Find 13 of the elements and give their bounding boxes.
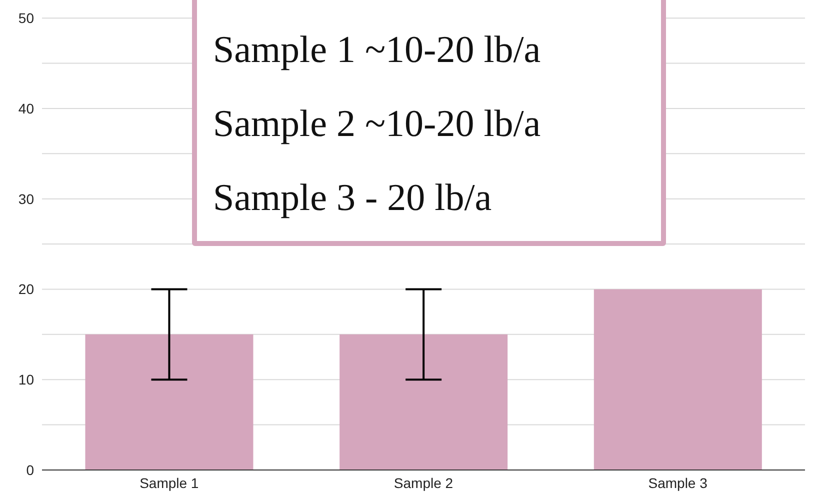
y-tick-label: 30 xyxy=(18,190,34,207)
y-tick-label: 10 xyxy=(18,372,34,388)
y-tick-label: 20 xyxy=(18,281,34,298)
x-tick-label: Sample 1 xyxy=(140,474,199,491)
text-box: Sample 1 ~10-20 lb/a Sample 2 ~10-20 lb/a Sample 3 - 20 lb/a xyxy=(192,0,666,246)
y-tick-label: 40 xyxy=(18,100,34,116)
annotation: Sample 3 - 20 lb/a xyxy=(213,176,493,221)
x-tick-label: Sample 2 xyxy=(394,474,454,491)
x-tick-label: Sample 3 xyxy=(648,474,708,491)
y-tick-label: 50 xyxy=(18,10,34,26)
annotation: Sample 1 ~10-20 lb/a xyxy=(213,28,542,73)
y-tick-label: 0 xyxy=(26,462,34,478)
annotation: Sample 2 ~10-20 lb/a xyxy=(213,102,542,147)
